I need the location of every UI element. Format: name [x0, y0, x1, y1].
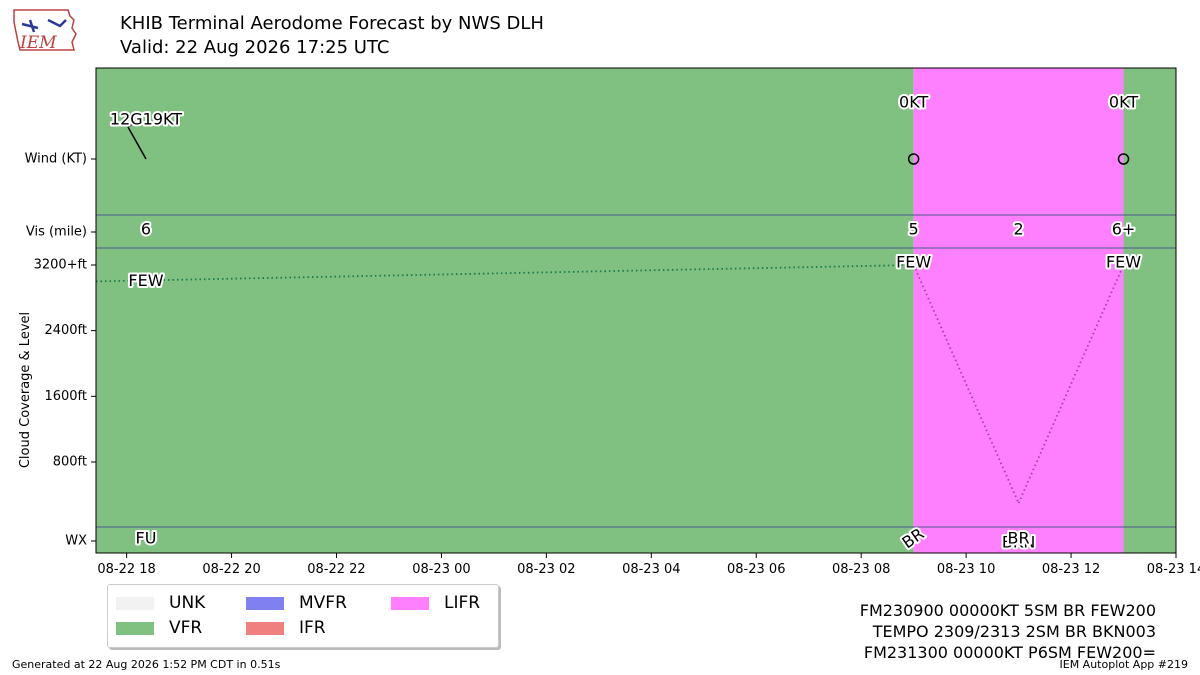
- wind-row-label: Wind (KT): [25, 152, 87, 167]
- taf-text: FM230900 00000KT 5SM BR FEW200 TEMPO 230…: [736, 600, 1156, 663]
- x-tick-label: 08-22 20: [202, 562, 260, 577]
- cloud-line: [1017, 264, 1125, 504]
- wind-barb-flag-icon: [127, 121, 136, 128]
- visibility-label: 6+: [1112, 220, 1136, 239]
- y-tick-label: 3200+ft: [34, 258, 87, 273]
- calm-wind-icon: [1117, 153, 1130, 165]
- legend-item-unk: UNK: [116, 593, 205, 613]
- cloud-cover-label: FEW: [1106, 253, 1141, 272]
- wx-row-label: WX: [65, 534, 87, 549]
- cloud-labels: FEW FEW BKN FEW: [126, 251, 1143, 554]
- legend-item-vfr: VFR: [116, 618, 202, 638]
- weather-label: FU: [136, 529, 157, 548]
- cloud-line: [95, 264, 914, 283]
- wind-markers: 12G19KT 0KT 0KT: [108, 91, 1140, 165]
- legend-swatch: [116, 621, 154, 635]
- legend-swatch: [246, 621, 284, 635]
- legend-label: VFR: [169, 618, 203, 638]
- chart-title: KHIB Terminal Aerodome Forecast by NWS D…: [120, 13, 544, 34]
- category-band-lifr: [913, 68, 1124, 553]
- chart-valid-time: Valid: 22 Aug 2026 17:25 UTC: [120, 37, 390, 58]
- legend-label: LIFR: [444, 593, 481, 613]
- y-tick-label: 800ft: [53, 455, 87, 470]
- vis-row-label: Vis (mile): [26, 225, 87, 240]
- iem-logo: IEM: [13, 9, 77, 53]
- legend: UNK VFR MVFR IFR LIFR: [107, 584, 499, 648]
- legend-item-mvfr: MVFR: [246, 593, 347, 613]
- x-tick-label: 08-22 18: [97, 562, 155, 577]
- plot-frame: [95, 67, 1177, 554]
- visibility-label: 6: [141, 220, 151, 239]
- x-tick-label: 08-23 02: [517, 562, 575, 577]
- chart-axes: 08-22 18 08-22 20 08-22 22 08-23 00 08-23 02…: [18, 67, 1200, 577]
- taf-line: FM231300 00000KT P6SM FEW200=: [863, 643, 1156, 662]
- row-dividers: [96, 214, 1176, 528]
- legend-swatch: [391, 596, 429, 610]
- app-credit: IEM Autoplot App #219: [1059, 658, 1189, 671]
- legend-swatch: [116, 596, 154, 610]
- x-tick-label: 08-23 14: [1147, 562, 1200, 577]
- wind-barb-icon: [127, 126, 147, 160]
- cloud-cover-label: BKN: [1002, 533, 1035, 552]
- cloud-cover-label: FEW: [896, 253, 931, 272]
- cloud-cover-label: FEW: [128, 271, 163, 290]
- legend-item-ifr: IFR: [246, 618, 326, 638]
- taf-line: TEMPO 2309/2313 2SM BR BKN003: [872, 622, 1156, 641]
- x-tick-label: 08-22 22: [307, 562, 365, 577]
- legend-label: UNK: [169, 593, 206, 613]
- legend-item-lifr: LIFR: [391, 593, 480, 613]
- legend-label: IFR: [299, 618, 326, 638]
- generated-timestamp: Generated at 22 Aug 2026 1:52 PM CDT in …: [12, 658, 281, 671]
- wind-label: 0KT: [1109, 93, 1138, 112]
- x-tick-label: 08-23 06: [727, 562, 785, 577]
- visibility-label: 2: [1013, 220, 1023, 239]
- y-tick-label: 2400ft: [44, 323, 87, 338]
- x-tick-label: 08-23 08: [832, 562, 890, 577]
- weather-label: BR: [1008, 529, 1030, 548]
- calm-wind-icon: [907, 153, 920, 165]
- taf-line: FM230900 00000KT 5SM BR FEW200: [859, 601, 1156, 620]
- visibility-label: 5: [909, 220, 919, 239]
- wind-label: 0KT: [899, 93, 928, 112]
- logo-text: IEM: [19, 33, 57, 53]
- category-band-vfr: [1123, 68, 1176, 553]
- x-tick-label: 08-23 12: [1042, 562, 1100, 577]
- cloud-lines: [95, 264, 1125, 504]
- x-tick-label: 08-23 00: [412, 562, 470, 577]
- y-axis-title: Cloud Coverage & Level: [18, 312, 33, 468]
- category-bands: [96, 68, 1176, 553]
- cloud-line: [912, 264, 1020, 504]
- x-tick-label: 08-23 04: [622, 562, 680, 577]
- wind-label: 12G19KT: [110, 110, 182, 129]
- category-band-vfr: [96, 68, 914, 553]
- visibility-labels: 6 5 2 6+: [139, 218, 1137, 241]
- legend-label: MVFR: [299, 593, 347, 613]
- x-tick-label: 08-23 10: [937, 562, 995, 577]
- y-tick-label: 1600ft: [44, 389, 87, 404]
- legend-swatch: [246, 596, 284, 610]
